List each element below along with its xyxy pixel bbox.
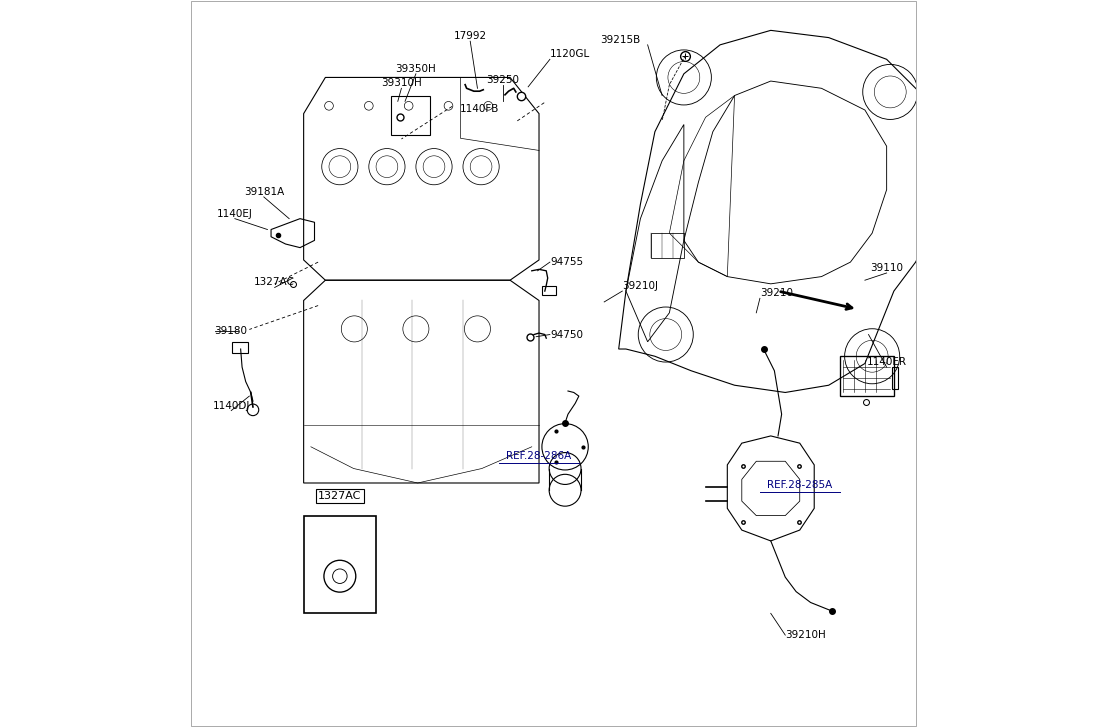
Text: 17992: 17992 [454, 31, 487, 41]
Text: 39210: 39210 [759, 289, 793, 298]
Text: 1327AC: 1327AC [255, 278, 296, 287]
Text: 39181A: 39181A [244, 187, 283, 197]
Text: 1120GL: 1120GL [550, 49, 590, 60]
Bar [542, 286, 557, 294]
Text: 39250: 39250 [486, 75, 519, 84]
Text: 39350H: 39350H [395, 64, 436, 74]
Text: 39215B: 39215B [600, 35, 641, 45]
Text: 94750: 94750 [550, 329, 583, 340]
Bar [651, 233, 684, 259]
Text: 1140FB: 1140FB [459, 104, 499, 113]
Bar [839, 356, 893, 396]
Text: REF.28-285A: REF.28-285A [767, 481, 832, 490]
Text: 94755: 94755 [550, 257, 583, 267]
Text: 1327AC: 1327AC [318, 491, 362, 501]
Text: 1140DJ: 1140DJ [213, 401, 250, 411]
Text: 39310H: 39310H [381, 79, 422, 88]
Bar [303, 515, 376, 614]
Bar [391, 95, 431, 135]
Text: 39210H: 39210H [785, 630, 826, 640]
Text: 1140ER: 1140ER [867, 357, 907, 367]
Text: REF.28-286A: REF.28-286A [506, 451, 571, 461]
Text: 39110: 39110 [870, 263, 903, 273]
Text: 39210J: 39210J [622, 281, 659, 291]
Bar [232, 342, 248, 353]
Text: 1140EJ: 1140EJ [217, 209, 252, 219]
Bar [892, 367, 898, 389]
Text: 39180: 39180 [215, 326, 248, 336]
